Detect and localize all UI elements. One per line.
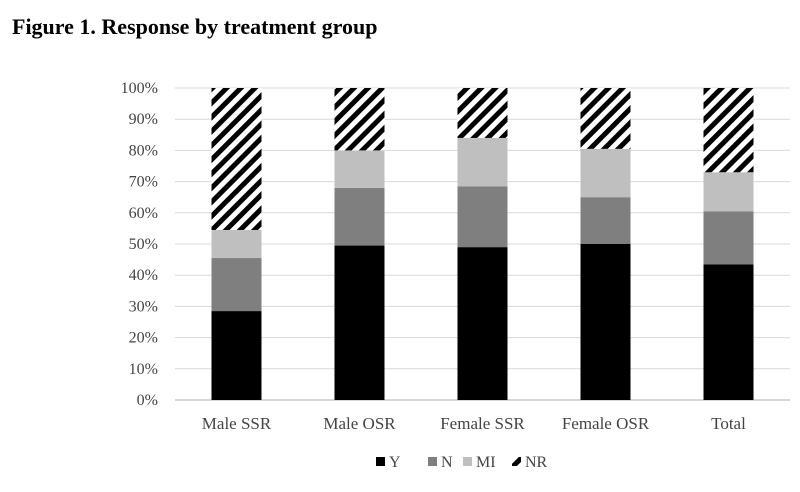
y-tick-label: 50%	[129, 236, 158, 253]
bar-segment-mi	[703, 172, 754, 212]
bar-segment-mi	[211, 229, 262, 259]
x-category-label: Male OSR	[323, 414, 396, 433]
bar-segment-y	[580, 244, 631, 400]
legend-swatch-mi	[463, 457, 472, 466]
legend-label-nr: NR	[525, 454, 548, 471]
bar-segment-y	[334, 245, 385, 400]
legend-swatch-y	[376, 457, 385, 466]
legend-label-mi: MI	[476, 454, 496, 471]
y-tick-label: 70%	[129, 174, 158, 191]
figure-title: Figure 1. Response by treatment group	[12, 14, 378, 39]
x-category-label: Total	[711, 414, 746, 433]
y-tick-label: 80%	[129, 142, 158, 159]
bar-segment-mi	[457, 137, 508, 187]
bar-segment-nr	[211, 88, 262, 230]
x-axis-categories: Male SSR Male OSR Female SSR Female OSR Tota…	[202, 414, 746, 433]
bar-segment-n	[334, 187, 385, 246]
x-category-label: Male SSR	[202, 414, 272, 433]
bar-segment-mi	[580, 148, 631, 198]
y-tick-label: 0%	[137, 392, 158, 409]
bar-segment-y	[703, 264, 754, 400]
y-axis-ticks: 0% 10% 20% 30% 40% 50% 60% 70% 80% 90% 100%	[121, 80, 158, 409]
bar-segment-n	[703, 211, 754, 265]
legend-swatch-nr	[512, 457, 521, 466]
y-tick-label: 20%	[129, 330, 158, 347]
bar-segment-y	[457, 247, 508, 400]
y-tick-label: 60%	[129, 205, 158, 222]
bar-segment-mi	[334, 150, 385, 188]
legend-label-n: N	[441, 454, 453, 471]
bar-segment-nr	[457, 88, 508, 138]
y-tick-label: 40%	[129, 267, 158, 284]
legend: Y N MI NR	[376, 454, 548, 471]
bar-segment-n	[211, 258, 262, 312]
legend-swatch-n	[428, 457, 437, 466]
x-category-label: Female OSR	[562, 414, 650, 433]
y-tick-label: 30%	[129, 298, 158, 315]
bar-segment-n	[580, 197, 631, 244]
bar-segment-nr	[334, 88, 385, 151]
y-tick-label: 90%	[129, 111, 158, 128]
y-tick-label: 10%	[129, 361, 158, 378]
x-category-label: Female SSR	[440, 414, 525, 433]
bar-segment-y	[211, 311, 262, 400]
legend-label-y: Y	[389, 454, 401, 471]
bar-segment-nr	[703, 88, 754, 173]
y-tick-label: 100%	[121, 80, 158, 97]
bar-segment-n	[457, 186, 508, 248]
bar-segment-nr	[580, 88, 631, 149]
bars	[211, 88, 754, 400]
